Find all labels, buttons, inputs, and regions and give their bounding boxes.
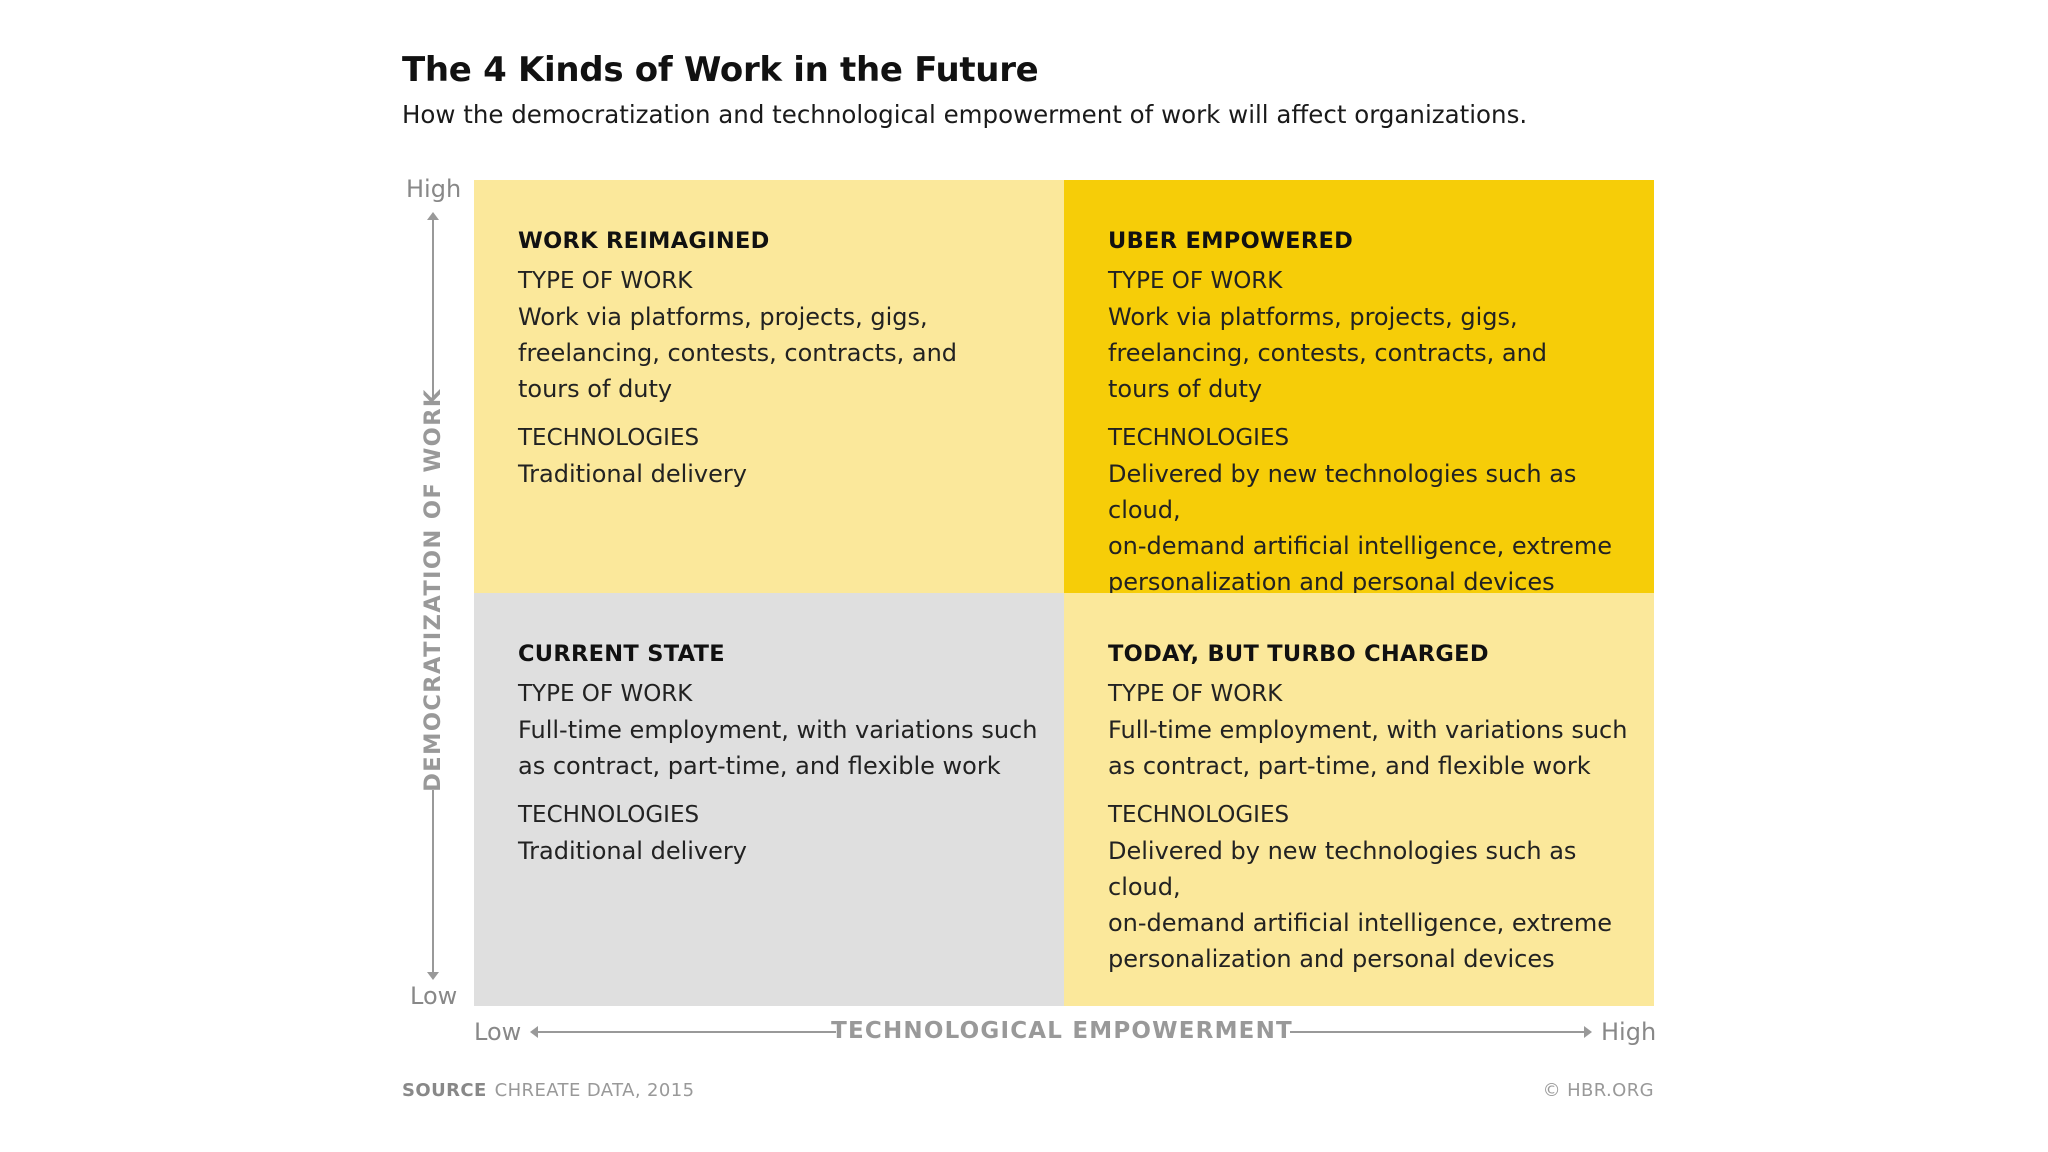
chart-subtitle: How the democratization and technologica… bbox=[402, 100, 1528, 129]
type-of-work-line: Full-time employment, with variations su… bbox=[1108, 716, 1628, 744]
type-of-work-line: Work via platforms, projects, gigs, bbox=[518, 303, 928, 331]
quadrant-title: UBER EMPOWERED bbox=[1108, 228, 1354, 254]
source-label: SOURCE bbox=[402, 1080, 487, 1101]
copyright-note: © HBR.ORG bbox=[1542, 1080, 1654, 1101]
technologies-label: TECHNOLOGIES bbox=[1108, 802, 1290, 828]
x-axis-line-right bbox=[1290, 1031, 1586, 1033]
quadrant-uber-empowered: UBER EMPOWERED TYPE OF WORK Work via pla… bbox=[1064, 180, 1654, 596]
y-axis-line-upper bbox=[432, 220, 434, 400]
technologies-line: on-demand artificial intelligence, extre… bbox=[1108, 532, 1613, 560]
x-axis-low-label: Low bbox=[474, 1018, 522, 1046]
type-of-work-label: TYPE OF WORK bbox=[518, 268, 693, 294]
y-axis-arrow-down-icon bbox=[427, 972, 439, 980]
type-of-work-line: as contract, part-time, and flexible wor… bbox=[518, 752, 1001, 780]
technologies-label: TECHNOLOGIES bbox=[518, 802, 700, 828]
technologies-line: Delivered by new technologies such as cl… bbox=[1108, 837, 1577, 901]
technologies-label: TECHNOLOGIES bbox=[1108, 425, 1290, 451]
quadrant-title: TODAY, BUT TURBO CHARGED bbox=[1108, 641, 1489, 667]
x-axis-arrow-left-icon bbox=[530, 1026, 538, 1038]
quadrant-today-but-turbo-charged: TODAY, BUT TURBO CHARGED TYPE OF WORK Fu… bbox=[1064, 593, 1654, 1006]
technologies-line: Delivered by new technologies such as cl… bbox=[1108, 460, 1577, 524]
x-axis-high-label: High bbox=[1601, 1018, 1657, 1046]
type-of-work-label: TYPE OF WORK bbox=[518, 681, 693, 707]
technologies-line: Traditional delivery bbox=[518, 460, 747, 488]
x-axis-line-left bbox=[536, 1031, 836, 1033]
type-of-work-label: TYPE OF WORK bbox=[1108, 268, 1283, 294]
type-of-work-line: tours of duty bbox=[1108, 375, 1263, 403]
type-of-work-line: Full-time employment, with variations su… bbox=[518, 716, 1038, 744]
x-axis-title: TECHNOLOGICAL EMPOWERMENT bbox=[831, 1018, 1293, 1044]
type-of-work-label: TYPE OF WORK bbox=[1108, 681, 1283, 707]
y-axis-low-label: Low bbox=[410, 982, 458, 1010]
quadrant-current-state: CURRENT STATE TYPE OF WORK Full-time emp… bbox=[474, 593, 1064, 1006]
quadrant-title: WORK REIMAGINED bbox=[518, 228, 770, 254]
technologies-line: on-demand artificial intelligence, extre… bbox=[1108, 909, 1613, 937]
type-of-work-line: freelancing, contests, contracts, and bbox=[1108, 339, 1548, 367]
technologies-label: TECHNOLOGIES bbox=[518, 425, 700, 451]
chart-title: The 4 Kinds of Work in the Future bbox=[402, 50, 1039, 90]
y-axis-arrow-up-icon bbox=[427, 212, 439, 220]
quadrant-work-reimagined: WORK REIMAGINED TYPE OF WORK Work via pl… bbox=[474, 180, 1064, 593]
y-axis-title: DEMOCRATIZATION OF WORK bbox=[420, 388, 446, 792]
technologies-line: personalization and personal devices bbox=[1108, 945, 1555, 973]
quadrant-title: CURRENT STATE bbox=[518, 641, 725, 667]
technologies-line: personalization and personal devices bbox=[1108, 568, 1555, 596]
type-of-work-line: Work via platforms, projects, gigs, bbox=[1108, 303, 1518, 331]
source-text: CHREATE DATA, 2015 bbox=[494, 1080, 695, 1101]
type-of-work-line: tours of duty bbox=[518, 375, 673, 403]
type-of-work-line: as contract, part-time, and flexible wor… bbox=[1108, 752, 1591, 780]
source-note: SOURCE CHREATE DATA, 2015 bbox=[402, 1080, 694, 1101]
x-axis-arrow-right-icon bbox=[1584, 1026, 1592, 1038]
type-of-work-line: freelancing, contests, contracts, and bbox=[518, 339, 958, 367]
y-axis-high-label: High bbox=[406, 175, 462, 203]
technologies-line: Traditional delivery bbox=[518, 837, 747, 865]
y-axis-line-lower bbox=[432, 790, 434, 972]
